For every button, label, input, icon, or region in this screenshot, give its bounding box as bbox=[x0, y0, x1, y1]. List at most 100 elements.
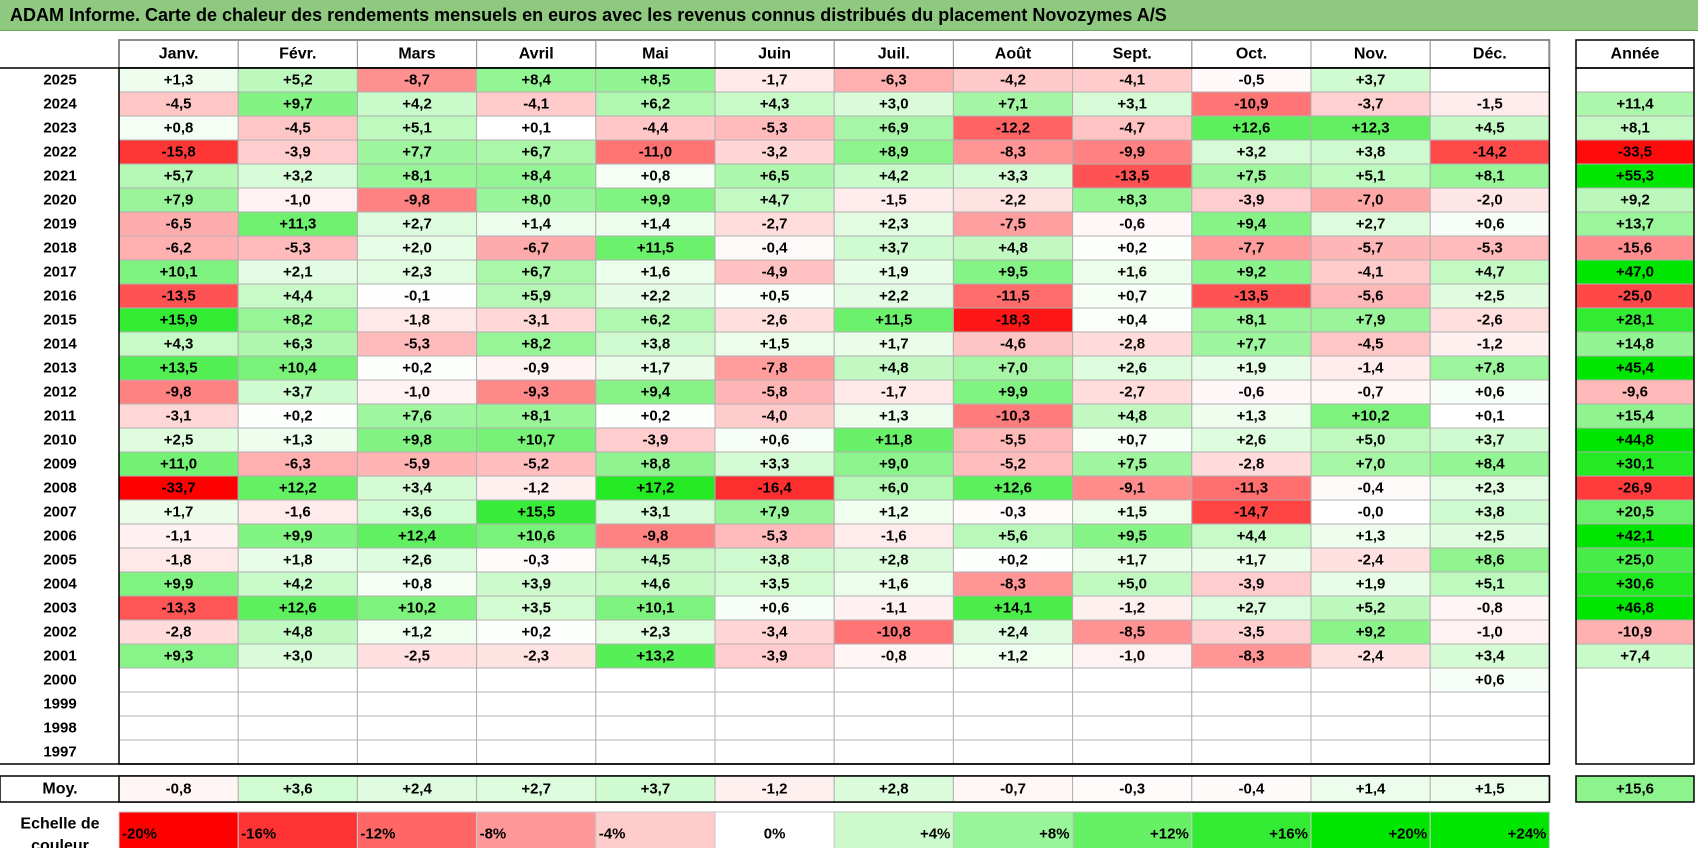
heatmap-cell bbox=[118, 139, 239, 165]
cell-value: +3,6 bbox=[402, 504, 432, 521]
cell-value: -13,5 bbox=[1115, 168, 1149, 185]
cell-value: -0,8 bbox=[881, 648, 907, 665]
scale-label: +8% bbox=[1039, 826, 1069, 843]
heatmap-cell bbox=[833, 91, 954, 117]
cell-value: +0,2 bbox=[998, 552, 1028, 569]
average-value: -0,4 bbox=[1238, 781, 1265, 798]
cell-value: -7,0 bbox=[1358, 192, 1384, 209]
cell-value: +2,3 bbox=[402, 264, 432, 281]
heatmap-cell bbox=[356, 571, 478, 597]
cell-value: -0,5 bbox=[1238, 72, 1264, 89]
annual-value: -10,9 bbox=[1618, 624, 1652, 641]
heatmap-cell bbox=[1310, 595, 1431, 621]
heatmap-cell bbox=[476, 139, 597, 165]
heatmap-cell bbox=[714, 115, 835, 141]
cell-value: +3,7 bbox=[1475, 432, 1505, 449]
heatmap-cell bbox=[714, 139, 835, 165]
heatmap-cell bbox=[1072, 523, 1193, 549]
heatmap-cell bbox=[595, 547, 716, 573]
cell-value: -3,9 bbox=[1238, 192, 1264, 209]
heatmap-cell bbox=[356, 475, 478, 501]
column-header: Juil. bbox=[878, 46, 910, 63]
title-bar: ADAM Informe. Carte de chaleur des rende… bbox=[0, 0, 1698, 31]
heatmap-cell bbox=[1072, 235, 1193, 261]
cell-value: -2,3 bbox=[523, 648, 549, 665]
cell-value: +5,0 bbox=[1117, 576, 1147, 593]
scale-label: -16% bbox=[241, 826, 276, 843]
annual-value: +15,4 bbox=[1616, 408, 1655, 425]
heatmap-cell bbox=[595, 355, 716, 381]
cell-value: -9,8 bbox=[404, 192, 430, 209]
cell-value: -4,5 bbox=[1358, 336, 1384, 353]
cell-value: -6,3 bbox=[285, 456, 311, 473]
heatmap-cell bbox=[833, 163, 954, 189]
cell-value: -0,6 bbox=[1238, 384, 1264, 401]
heatmap-cell bbox=[476, 163, 597, 189]
cell-value: -2,4 bbox=[1358, 552, 1385, 569]
cell-value: +7,0 bbox=[998, 360, 1028, 377]
heatmap-cell bbox=[237, 691, 358, 717]
cell-value: -2,8 bbox=[1238, 456, 1264, 473]
cell-value: -1,2 bbox=[1477, 336, 1503, 353]
heatmap-cell bbox=[1072, 715, 1193, 741]
cell-value: +9,4 bbox=[1237, 216, 1267, 233]
cell-value: -11,3 bbox=[1235, 480, 1268, 497]
row-year-label: 2006 bbox=[43, 528, 76, 545]
cell-value: -9,3 bbox=[523, 384, 549, 401]
annual-cell bbox=[1575, 331, 1695, 357]
heatmap-cell bbox=[1191, 715, 1312, 741]
heatmap-cell bbox=[356, 331, 478, 357]
heatmap-cell bbox=[1429, 67, 1550, 93]
heatmap-cell bbox=[1310, 667, 1431, 693]
heatmap-cell bbox=[833, 187, 954, 213]
heatmap-cell bbox=[237, 91, 358, 117]
average-value: +1,4 bbox=[1356, 781, 1386, 798]
cell-value: -5,2 bbox=[523, 456, 549, 473]
cell-value: -2,0 bbox=[1477, 192, 1503, 209]
heatmap-cell bbox=[595, 283, 716, 309]
heatmap-cell bbox=[356, 115, 478, 141]
cell-value: -1,5 bbox=[881, 192, 907, 209]
cell-value: +8,1 bbox=[1237, 312, 1267, 329]
heatmap-cell bbox=[714, 715, 835, 741]
cell-value: -5,8 bbox=[762, 384, 788, 401]
average-cell bbox=[714, 775, 835, 803]
heatmap-cell bbox=[237, 427, 358, 453]
heatmap-cell bbox=[952, 619, 1074, 645]
heatmap-cell bbox=[356, 715, 478, 741]
heatmap-cell bbox=[833, 739, 954, 765]
cell-value: +0,2 bbox=[641, 408, 671, 425]
row-year-label: 2004 bbox=[43, 576, 77, 593]
cell-value: -3,9 bbox=[762, 648, 788, 665]
cell-value: -0,4 bbox=[762, 240, 789, 257]
cell-value: -14,7 bbox=[1234, 504, 1268, 521]
heatmap-cell bbox=[476, 619, 597, 645]
row-year-label: 2005 bbox=[43, 552, 76, 569]
cell-value: +3,7 bbox=[879, 240, 909, 257]
cell-value: +10,1 bbox=[160, 264, 198, 281]
cell-value: +8,8 bbox=[641, 456, 671, 473]
row-year-label: 2011 bbox=[44, 408, 77, 425]
heatmap-cell bbox=[476, 667, 597, 693]
annual-value: +46,8 bbox=[1616, 600, 1654, 617]
average-row-label: Moy. bbox=[42, 781, 77, 798]
heatmap-cell bbox=[595, 595, 716, 621]
average-value: -0,8 bbox=[166, 781, 192, 798]
cell-value: +10,2 bbox=[1352, 408, 1390, 425]
cell-value: -4,4 bbox=[642, 120, 669, 137]
heatmap-cell bbox=[118, 451, 239, 477]
cell-value: +8,0 bbox=[521, 192, 551, 209]
cell-value: +10,7 bbox=[517, 432, 555, 449]
row-year-label: 2025 bbox=[43, 72, 76, 89]
annual-cell bbox=[1575, 475, 1695, 501]
scale-label: +12% bbox=[1150, 826, 1189, 843]
annual-value: +11,4 bbox=[1616, 96, 1654, 113]
average-annual-value: +15,6 bbox=[1616, 781, 1654, 798]
heatmap-cell bbox=[1429, 379, 1550, 405]
heatmap-cell bbox=[356, 211, 478, 237]
heatmap-cell bbox=[476, 403, 597, 429]
scale-swatch bbox=[1429, 811, 1550, 848]
cell-value: -3,1 bbox=[523, 312, 549, 329]
cell-value: -3,1 bbox=[166, 408, 192, 425]
heatmap-cell bbox=[356, 739, 478, 765]
